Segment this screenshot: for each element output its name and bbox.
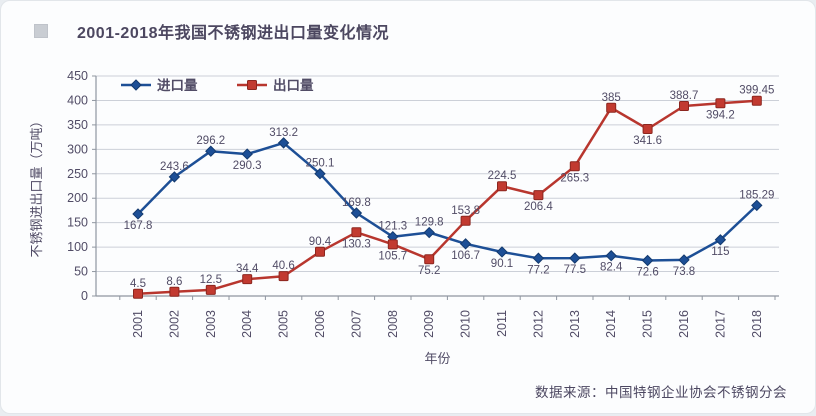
series-进口量 <box>132 137 763 267</box>
svg-text:2011: 2011 <box>495 310 509 337</box>
svg-text:0: 0 <box>81 289 88 303</box>
y-axis-ticks: 0 50 100 150 200 250 300 350 400 450 <box>67 69 96 303</box>
svg-text:2016: 2016 <box>677 310 691 338</box>
chart-area: 0 50 100 150 200 250 300 350 400 450 2001 2002 2003 2… <box>1 57 816 373</box>
svg-text:40.6: 40.6 <box>272 260 294 272</box>
svg-text:2009: 2009 <box>422 310 436 338</box>
svg-text:2003: 2003 <box>204 310 218 338</box>
svg-text:250: 250 <box>67 167 88 181</box>
title-row: 2001-2018年我国不锈钢进出口量变化情况 <box>1 15 815 45</box>
svg-text:200: 200 <box>67 191 88 205</box>
svg-text:206.4: 206.4 <box>524 201 553 213</box>
svg-text:399.45: 399.45 <box>739 85 774 97</box>
svg-text:167.8: 167.8 <box>124 220 153 232</box>
svg-text:385: 385 <box>602 92 621 104</box>
svg-text:2017: 2017 <box>713 310 727 338</box>
svg-text:243.6: 243.6 <box>160 161 189 173</box>
svg-text:77.5: 77.5 <box>564 264 586 276</box>
svg-text:50: 50 <box>74 265 88 279</box>
svg-text:224.5: 224.5 <box>488 170 517 182</box>
svg-text:129.8: 129.8 <box>415 217 444 229</box>
svg-text:72.6: 72.6 <box>636 267 658 279</box>
svg-text:2010: 2010 <box>459 310 473 338</box>
svg-text:313.2: 313.2 <box>269 127 298 139</box>
svg-text:296.2: 296.2 <box>196 135 225 147</box>
data-labels-进口量: 167.8 243.6 296.2 290.3 313.2 250.1 169.8 121.3… <box>124 127 775 279</box>
svg-text:8.6: 8.6 <box>166 276 182 288</box>
svg-text:2001: 2001 <box>131 310 145 338</box>
svg-text:出口量: 出口量 <box>273 77 314 93</box>
page-title: 2001-2018年我国不锈钢进出口量变化情况 <box>77 25 390 42</box>
x-axis-labels: 2001 2002 2003 2004 2005 2006 2007 2008 2009 2010… <box>131 310 764 338</box>
svg-text:115: 115 <box>711 246 729 258</box>
svg-text:90.1: 90.1 <box>491 258 513 270</box>
svg-text:100: 100 <box>67 240 88 254</box>
svg-text:2014: 2014 <box>604 310 618 338</box>
svg-text:300: 300 <box>67 142 88 156</box>
series-出口量 <box>133 95 762 299</box>
data-labels-出口量: 4.5 8.6 12.5 34.4 40.6 90.4 130.3 105.7 75.2 153.… <box>130 85 774 290</box>
svg-text:169.8: 169.8 <box>342 197 371 209</box>
svg-text:150: 150 <box>67 216 88 230</box>
bullet-square-icon <box>34 24 48 38</box>
svg-text:2002: 2002 <box>167 310 181 338</box>
svg-text:2004: 2004 <box>240 310 254 338</box>
gridlines <box>96 75 779 273</box>
svg-text:82.4: 82.4 <box>600 262 623 274</box>
svg-text:341.6: 341.6 <box>633 135 662 147</box>
svg-text:2007: 2007 <box>349 310 363 338</box>
svg-text:2015: 2015 <box>641 310 655 338</box>
svg-text:106.7: 106.7 <box>451 250 480 262</box>
legend: 进口量 出口量 <box>121 77 314 93</box>
svg-text:450: 450 <box>67 69 88 83</box>
svg-text:2018: 2018 <box>750 310 764 338</box>
svg-text:进口量: 进口量 <box>157 78 198 93</box>
svg-text:4.5: 4.5 <box>130 278 146 290</box>
axes <box>95 76 779 300</box>
svg-text:2008: 2008 <box>386 310 400 338</box>
svg-text:73.8: 73.8 <box>673 266 695 278</box>
svg-text:2005: 2005 <box>277 310 291 338</box>
svg-text:77.2: 77.2 <box>527 264 549 276</box>
svg-text:394.2: 394.2 <box>706 109 735 121</box>
svg-text:2012: 2012 <box>531 310 545 338</box>
svg-text:75.2: 75.2 <box>418 265 440 277</box>
svg-text:121.3: 121.3 <box>378 221 407 233</box>
y-axis-title: 不锈钢进出口量（万吨） <box>29 114 44 257</box>
svg-text:34.4: 34.4 <box>236 263 259 275</box>
x-axis-title: 年份 <box>424 351 450 366</box>
svg-text:185.29: 185.29 <box>739 189 774 201</box>
svg-text:250.1: 250.1 <box>306 158 335 170</box>
svg-text:12.5: 12.5 <box>200 274 222 286</box>
svg-text:153.8: 153.8 <box>451 205 480 217</box>
svg-text:388.7: 388.7 <box>670 90 699 102</box>
data-source-footer: 数据来源：中国特钢企业协会不锈钢分会 <box>535 385 787 400</box>
svg-text:90.4: 90.4 <box>309 236 332 248</box>
svg-text:2013: 2013 <box>568 310 582 338</box>
svg-text:2006: 2006 <box>313 310 327 338</box>
svg-text:350: 350 <box>67 118 88 132</box>
svg-text:400: 400 <box>67 93 88 107</box>
svg-text:130.3: 130.3 <box>342 238 371 250</box>
svg-text:105.7: 105.7 <box>378 250 407 262</box>
svg-text:265.3: 265.3 <box>560 172 589 184</box>
svg-text:290.3: 290.3 <box>233 160 262 172</box>
